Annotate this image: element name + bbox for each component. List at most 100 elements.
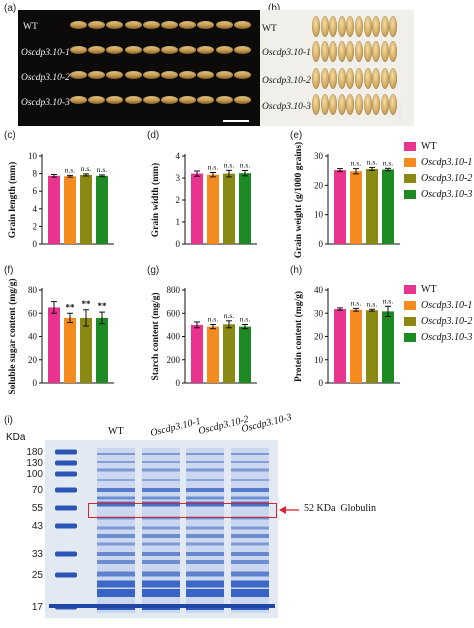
rice-grain	[355, 68, 363, 89]
protein-band	[186, 479, 224, 481]
lane-label-line1: Oscdp3.10-1	[149, 415, 202, 439]
bar	[334, 309, 346, 383]
protein-band	[186, 453, 224, 455]
significance-label: n.s.	[208, 315, 219, 324]
rice-grain	[389, 94, 398, 115]
rice-grain	[197, 21, 215, 29]
ladder-band	[55, 449, 77, 455]
y-tick-label: 6	[33, 186, 38, 196]
row-label-wt: WT	[262, 24, 277, 34]
rice-grain	[88, 21, 106, 29]
rice-grain	[88, 71, 106, 79]
protein-band	[231, 526, 269, 530]
protein-band	[97, 516, 135, 520]
rice-grain	[106, 71, 124, 79]
y-tick-label: 8	[33, 169, 38, 179]
protein-band	[231, 589, 269, 597]
y-tick-label: 1	[176, 217, 181, 227]
legend-swatch	[404, 317, 416, 326]
row-label-line1: Oscdp3.10-1	[262, 48, 311, 58]
rice-grain	[312, 41, 320, 62]
bar	[48, 307, 60, 383]
rice-grain	[337, 94, 346, 115]
protein-band	[186, 552, 224, 556]
protein-band	[231, 571, 269, 577]
chart-soluble-sugar: 0 20 40 60 80 Soluble sugar content (mg/g) ** *…	[7, 278, 114, 395]
protein-band	[186, 580, 224, 588]
panel-label-d: (d)	[147, 130, 160, 141]
protein-band	[186, 496, 224, 500]
panel-label-b: (b)	[268, 3, 281, 14]
rice-grain	[179, 96, 197, 104]
panel-label-h: (h)	[290, 265, 303, 276]
mw-marker-label: 100	[26, 469, 43, 480]
panel-label-a: (a)	[4, 3, 17, 14]
legend-label: Oscdp3.10-1	[421, 300, 473, 311]
protein-band	[186, 488, 224, 492]
protein-band	[97, 580, 135, 588]
bar	[80, 317, 92, 383]
rice-grain	[337, 41, 346, 62]
rice-grain	[161, 46, 178, 54]
protein-band	[142, 461, 180, 463]
protein-band	[186, 526, 224, 530]
rice-grain	[70, 46, 87, 54]
bar	[96, 175, 108, 244]
bar	[191, 324, 203, 383]
rice-grain	[372, 16, 381, 37]
protein-band	[97, 479, 135, 481]
y-tick-label: 20	[314, 332, 324, 342]
y-tick-label: 2	[33, 221, 38, 231]
rice-grain	[161, 71, 178, 79]
protein-band	[142, 468, 180, 472]
y-tick-label: 0	[319, 239, 324, 249]
legend-label: Oscdp3.10-3	[421, 332, 473, 343]
protein-band	[231, 542, 269, 546]
chart-grain-length: 0 2 4 6 8 10 Grain length (mm) n.s. n.s. n.s.	[7, 151, 114, 249]
protein-band	[186, 571, 224, 577]
y-tick-label: 4	[33, 204, 38, 214]
rice-grain	[124, 96, 142, 104]
significance-label: n.s.	[367, 157, 378, 166]
protein-band	[186, 534, 224, 538]
significance-label: n.s.	[97, 165, 108, 174]
bar	[207, 174, 219, 244]
protein-band	[231, 496, 269, 500]
legend-label: WT	[421, 141, 437, 152]
rice-grain	[124, 46, 142, 54]
mw-marker-label: 130	[26, 458, 43, 469]
rice-grain	[179, 21, 197, 29]
significance-label: **	[82, 299, 92, 309]
rice-grain	[329, 16, 338, 37]
y-tick-label: 20	[314, 180, 324, 190]
y-tick-label: 400	[167, 332, 181, 342]
rice-grain	[320, 41, 329, 62]
bar	[366, 310, 378, 383]
rice-grain	[346, 68, 355, 89]
rice-grain	[142, 46, 160, 54]
legend-swatch	[404, 142, 416, 151]
y-axis-label: Soluble sugar content (mg/g)	[7, 278, 18, 394]
rice-grain	[215, 71, 233, 79]
rice-grain	[372, 68, 381, 89]
protein-band	[186, 560, 224, 564]
bar	[366, 168, 378, 244]
bar	[80, 174, 92, 244]
rice-grain	[233, 71, 251, 79]
legend-swatch	[404, 301, 416, 310]
rice-grain	[215, 96, 233, 104]
rice-grain	[346, 94, 355, 115]
lane-smear	[97, 448, 135, 613]
y-tick-label: 30	[314, 151, 324, 161]
rice-grain	[389, 16, 398, 37]
protein-band	[97, 488, 135, 492]
rice-grain	[179, 71, 197, 79]
protein-band	[142, 516, 180, 520]
protein-band	[231, 501, 269, 507]
bar	[239, 326, 251, 383]
rice-grain	[312, 94, 320, 115]
rice-grain	[124, 21, 142, 29]
y-tick-label: 800	[167, 285, 181, 295]
ladder-band	[55, 551, 77, 557]
grain-length-photo: WT Oscdp3.10-1 Oscdp3.10-2 Oscdp3.10-3	[18, 10, 261, 126]
